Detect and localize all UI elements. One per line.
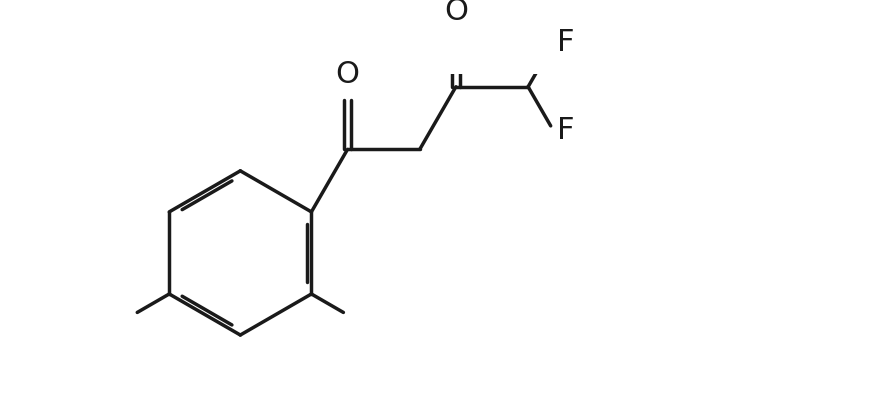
Text: O: O	[444, 0, 468, 26]
Text: F: F	[557, 28, 574, 57]
Text: O: O	[335, 59, 359, 88]
Text: F: F	[557, 116, 574, 145]
